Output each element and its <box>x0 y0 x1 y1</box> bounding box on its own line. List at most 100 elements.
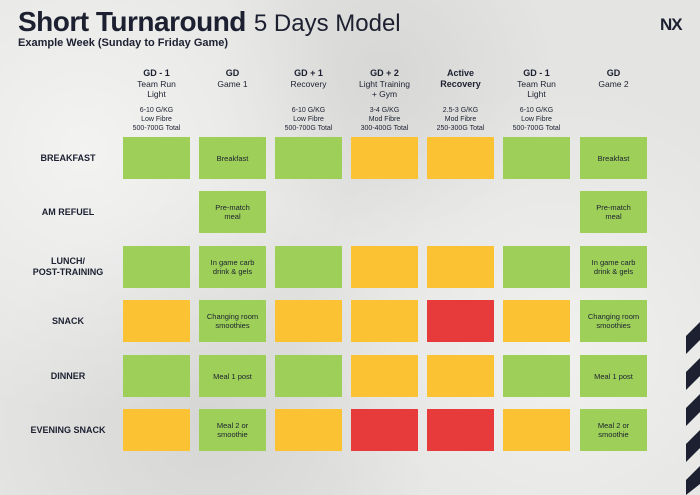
column-macro-line: 500-700G Total <box>132 125 181 132</box>
column-header: GD - 1 Team Run Light <box>497 68 577 99</box>
column-macro-line: Mod Fibre <box>444 116 477 123</box>
column-title: GD - 1 <box>523 68 550 78</box>
meal-cell-text: Breakfast <box>216 153 249 163</box>
row-label-line: DINNER <box>50 370 86 381</box>
row-label: SNACK <box>16 300 120 342</box>
row-label: DINNER <box>16 355 120 397</box>
column-description: Team Run Light <box>117 79 197 99</box>
meal-cell-text: Meal 2 or <box>597 421 630 430</box>
meal-cell-green: Pre-match meal <box>199 191 266 233</box>
meal-cell-green <box>503 246 570 288</box>
meal-cell-green: Breakfast <box>580 137 647 179</box>
meal-cell-green <box>275 246 342 288</box>
column-description-line: Team Run <box>517 79 556 89</box>
column-macro-line: 250-300G Total <box>436 125 485 132</box>
meal-cell-text: drink & gels <box>212 267 253 276</box>
meal-cell-green: Changing room smoothies <box>199 300 266 342</box>
meal-cell-amber <box>351 137 418 179</box>
meal-cell-green: Pre-match meal <box>580 191 647 233</box>
row-label-line: POST-TRAINING <box>32 267 104 277</box>
meal-cell-text: Breakfast <box>597 153 630 163</box>
column-header: GD + 2 Light Training + Gym <box>345 68 425 99</box>
column-macro-line: Low Fibre <box>521 116 552 123</box>
column-header: GD Game 2 <box>574 68 654 89</box>
column-description-line: Recovery <box>290 79 327 89</box>
column-title: Active <box>446 68 474 78</box>
row-label-line: AM REFUEL <box>41 206 95 217</box>
meal-cell-green <box>275 355 342 397</box>
row-label: BREAKFAST <box>16 137 120 179</box>
meal-cell-green <box>123 355 190 397</box>
column-description-line: Team Run <box>137 79 176 89</box>
column-description-line: Light <box>147 89 166 99</box>
column-description: Recovery <box>421 79 501 90</box>
meal-cell-green: In game carb drink & gels <box>580 246 647 288</box>
meal-cell-green <box>123 137 190 179</box>
meal-cell-text: Pre-match <box>596 203 631 212</box>
column-macro-line: 2.5-3 G/KG <box>442 107 479 114</box>
meal-cell-green <box>503 137 570 179</box>
column-macros: 6-10 G/KG Low Fibre 500-700G Total <box>269 106 349 133</box>
column-header: GD Game 1 <box>193 68 273 89</box>
column-title: GD - 1 <box>143 68 170 78</box>
brand-logo: NX <box>660 15 683 34</box>
column-macro-line: 3-4 G/KG <box>369 107 400 114</box>
row-label-line: LUNCH/ <box>51 256 85 266</box>
meal-cell-red <box>427 300 494 342</box>
row-label-line: EVENING SNACK <box>30 424 106 435</box>
meal-cell-text: meal <box>224 212 241 221</box>
meal-cell-green: In game carb drink & gels <box>199 246 266 288</box>
meal-cell-text: smoothie <box>217 430 248 439</box>
column-macro-line: Mod Fibre <box>368 116 401 123</box>
meal-cell-text: smoothies <box>215 321 250 330</box>
page-title: Short Turnaround <box>18 6 246 37</box>
column-header: GD - 1 Team Run Light <box>117 68 197 99</box>
column-macro-line: 6-10 G/KG <box>519 107 554 114</box>
column-macro-line: 500-700G Total <box>284 125 333 132</box>
meal-cell-green: Changing room smoothies <box>580 300 647 342</box>
column-description-line: Recovery <box>440 79 481 89</box>
column-header: Active Recovery <box>421 68 501 90</box>
column-description: Game 2 <box>574 79 654 89</box>
column-macro-line: Low Fibre <box>293 116 324 123</box>
meal-cell-amber <box>351 355 418 397</box>
column-description: Team Run Light <box>497 79 577 99</box>
column-macro-line: 6-10 G/KG <box>291 107 326 114</box>
meal-cell-text: Meal 2 or <box>216 421 249 430</box>
meal-cell-green <box>123 246 190 288</box>
meal-cell-text: meal <box>605 212 622 221</box>
meal-cell-amber <box>427 246 494 288</box>
column-description-line: Game 1 <box>217 79 248 89</box>
meal-cell-green: Meal 1 post <box>580 355 647 397</box>
meal-cell-amber <box>503 300 570 342</box>
column-description-line: + Gym <box>371 89 398 99</box>
column-macros: 2.5-3 G/KG Mod Fibre 250-300G Total <box>421 106 501 133</box>
meal-cell-green <box>275 137 342 179</box>
row-label-line: SNACK <box>51 315 84 326</box>
title-row: Short Turnaround 5 Days Model <box>18 6 401 38</box>
meal-cell-amber <box>351 246 418 288</box>
column-title: GD <box>606 68 621 78</box>
page-subtitle: Example Week (Sunday to Friday Game) <box>18 37 229 49</box>
column-macro-line: 300-400G Total <box>360 125 409 132</box>
row-label-line: BREAKFAST <box>40 152 96 163</box>
meal-cell-text: Changing room <box>206 312 259 321</box>
meal-cell-amber <box>275 409 342 451</box>
meal-cell-text: In game carb <box>210 258 255 267</box>
meal-cell-text: In game carb <box>591 258 636 267</box>
column-description-line: Game 2 <box>598 79 629 89</box>
meal-cell-red <box>427 409 494 451</box>
column-description: Recovery <box>269 79 349 89</box>
meal-cell-text: drink & gels <box>593 267 634 276</box>
meal-cell-text: Meal 1 post <box>213 371 252 381</box>
column-title: GD + 2 <box>370 68 399 78</box>
meal-cell-text: Pre-match <box>215 203 250 212</box>
meal-cell-amber <box>275 300 342 342</box>
page-title-suffix: 5 Days Model <box>253 10 401 37</box>
column-description: Light Training + Gym <box>345 79 425 99</box>
row-label: AM REFUEL <box>16 191 120 233</box>
meal-cell-text: smoothies <box>596 321 631 330</box>
meal-cell-red <box>351 409 418 451</box>
column-header: GD + 1 Recovery <box>269 68 349 89</box>
meal-cell-amber <box>123 409 190 451</box>
